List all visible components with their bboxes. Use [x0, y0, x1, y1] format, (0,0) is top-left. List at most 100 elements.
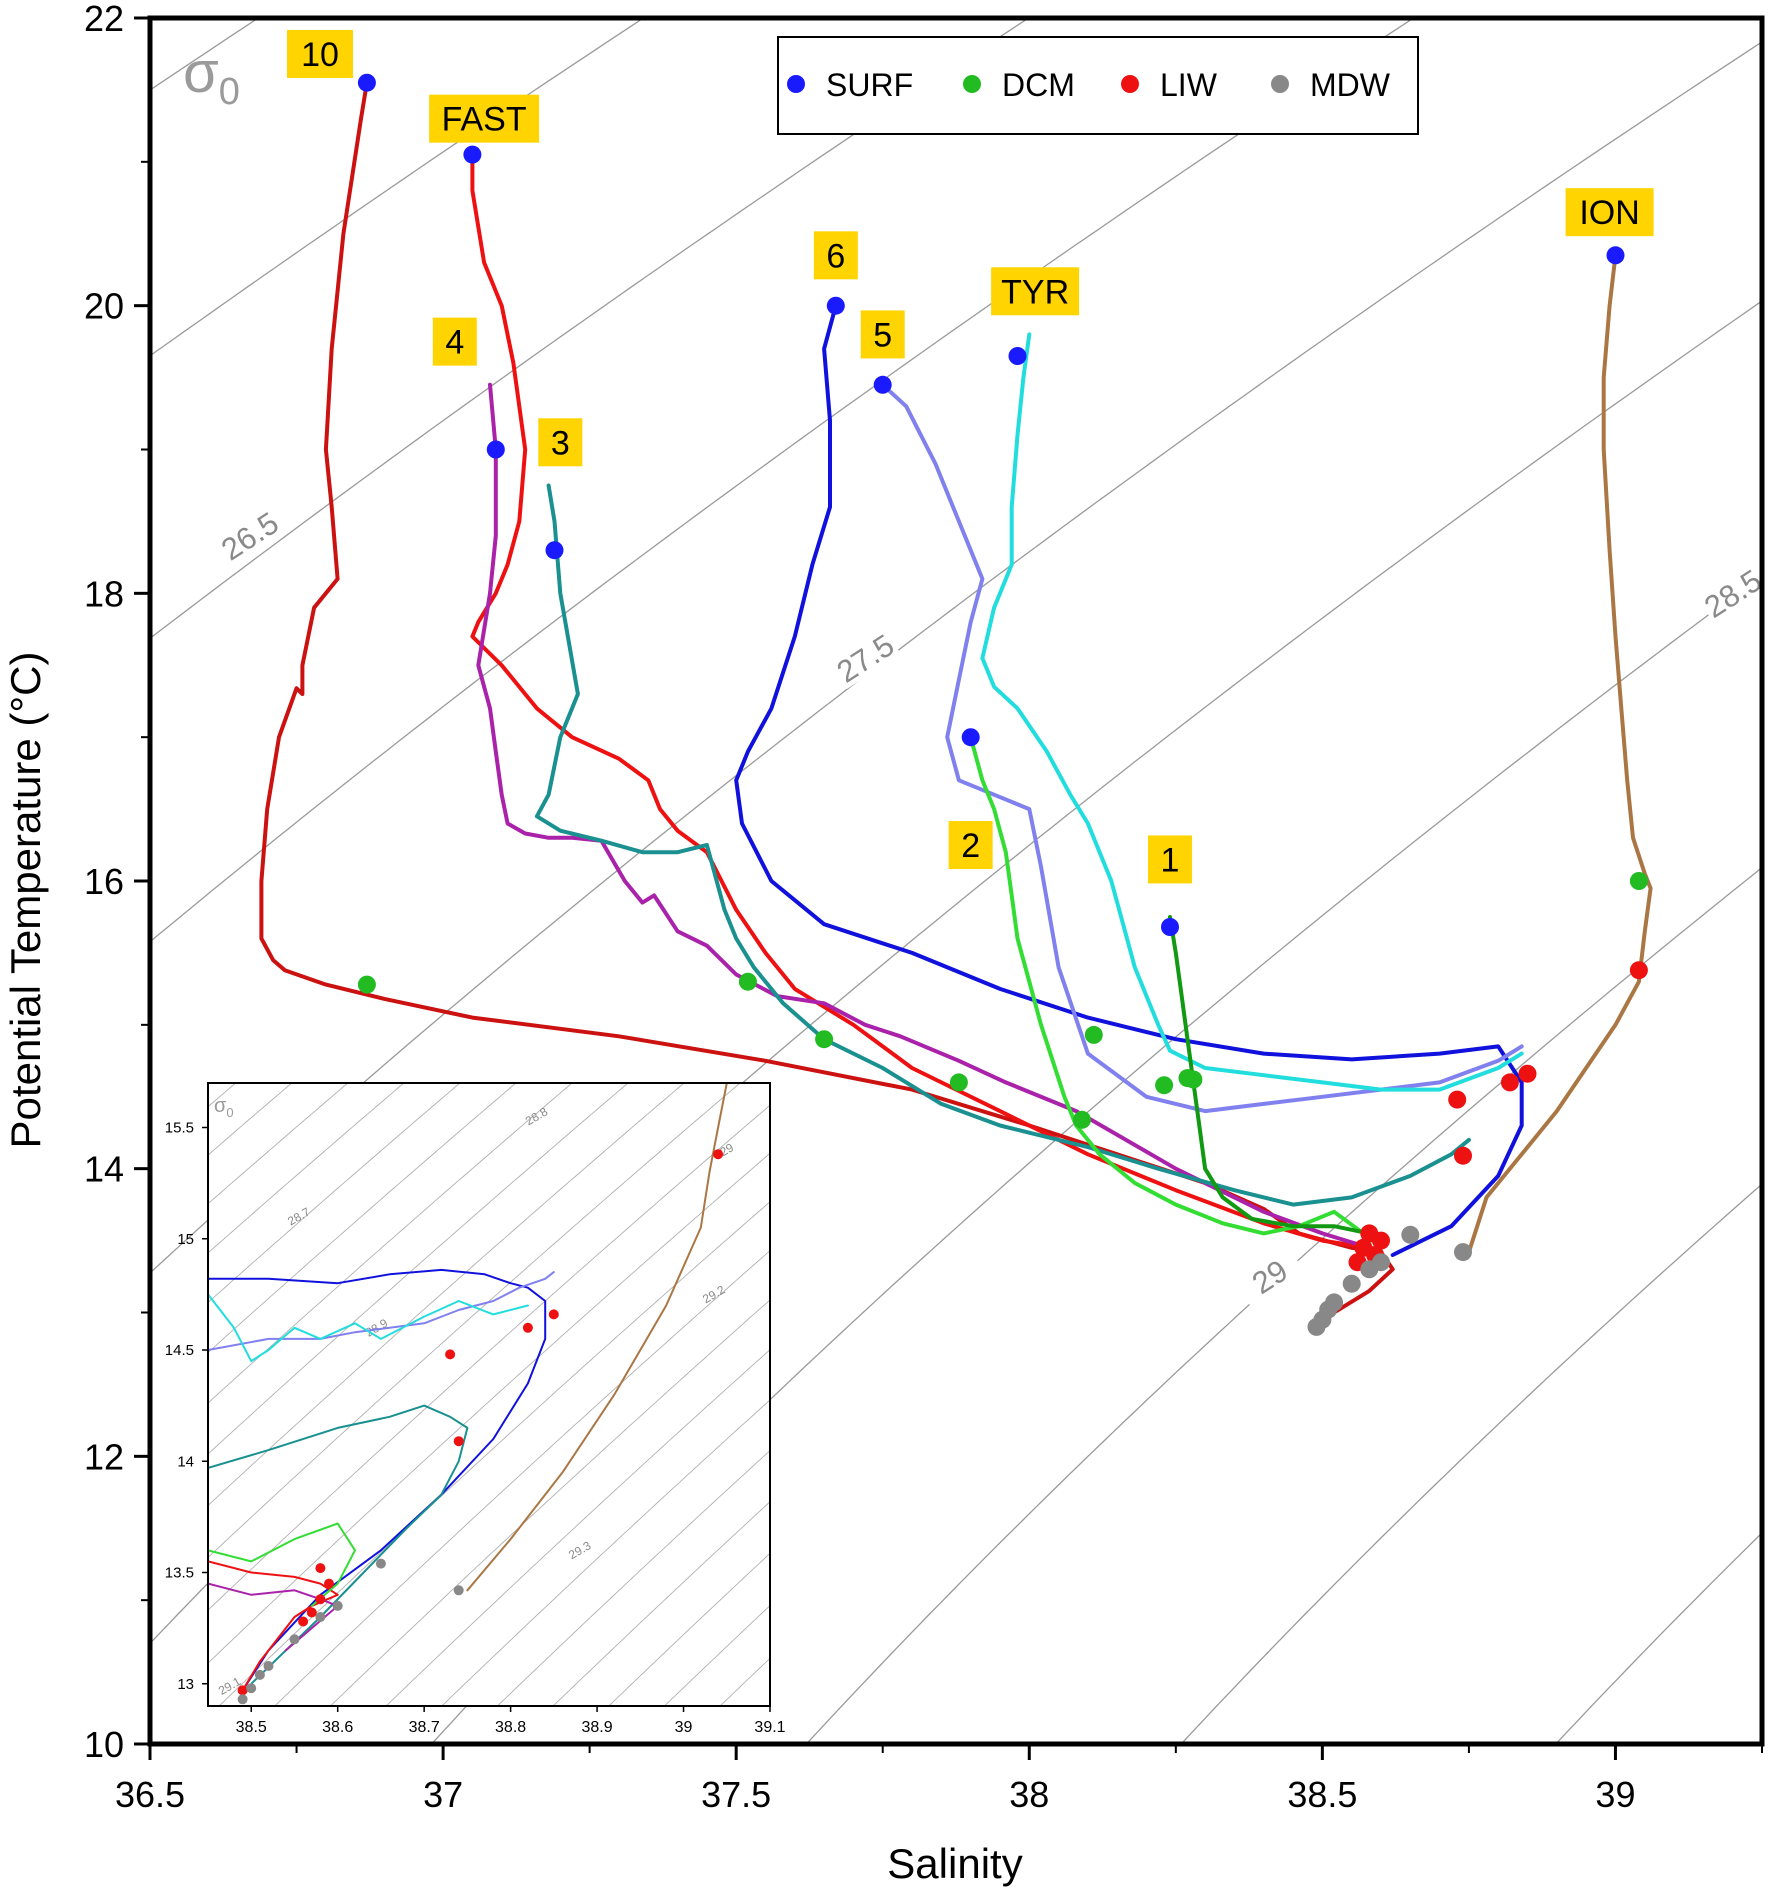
surf-marker	[357, 73, 376, 92]
isopycnal-line	[385, 1349, 770, 1706]
isopycnal-line	[608, 1552, 770, 1706]
isopycnal-line	[208, 1083, 573, 1404]
inset-x-tick-label: 38.6	[322, 1719, 353, 1736]
liw-marker	[306, 1607, 317, 1618]
y-axis-label: Potential Temperature (°C)	[2, 652, 49, 1149]
liw-marker	[445, 1349, 456, 1360]
surf-marker	[463, 145, 482, 164]
isopycnal-line	[150, 18, 1414, 943]
y-tick-label: 16	[84, 861, 124, 902]
liw-marker	[713, 1149, 724, 1160]
liw-marker	[324, 1578, 334, 1589]
liw-marker	[548, 1309, 559, 1320]
x-tick-label: 37.5	[701, 1774, 771, 1815]
y-tick-label: 22	[84, 0, 124, 39]
liw-marker	[1629, 961, 1648, 980]
profile-line-5	[208, 1271, 555, 1351]
isopycnal-line	[208, 1104, 770, 1611]
inset-y-tick-label: 13	[177, 1676, 194, 1693]
x-tick-label: 37	[423, 1774, 463, 1815]
mdw-marker	[453, 1585, 464, 1596]
mdw-marker	[1372, 1253, 1390, 1272]
legend-label: LIW	[1160, 67, 1218, 103]
mdw-marker	[246, 1683, 257, 1694]
legend-label: DCM	[1002, 67, 1075, 103]
mdw-marker	[1325, 1293, 1344, 1312]
liw-marker	[1448, 1090, 1467, 1109]
inset-x-tick-label: 38.9	[582, 1719, 613, 1736]
x-tick-label: 38	[1009, 1774, 1049, 1815]
profile-line-1	[1168, 915, 1383, 1250]
isopycnal-label-bg	[1697, 562, 1762, 625]
mdw-marker	[375, 1558, 386, 1569]
y-tick-label: 18	[84, 573, 124, 614]
isopycnal-line	[150, 18, 644, 357]
profile-line-tyr	[208, 1293, 529, 1363]
mdw-marker	[289, 1634, 300, 1645]
profile-line-3	[208, 1404, 469, 1685]
dcm-marker	[1084, 1025, 1103, 1044]
x-tick-label: 36.5	[115, 1774, 185, 1815]
isopycnal-line	[805, 866, 1762, 1744]
y-tick-label: 14	[84, 1149, 124, 1190]
station-label: ION	[1579, 194, 1639, 232]
profile-line-6	[208, 1268, 547, 1692]
isopycnal-label-bg	[829, 627, 901, 689]
station-label: 2	[961, 827, 980, 865]
legend-label: MDW	[1310, 67, 1391, 103]
dcm-marker	[1073, 1110, 1091, 1129]
liw-marker	[1518, 1064, 1537, 1083]
station-label-bg	[860, 310, 905, 359]
isopycnal-line	[150, 41, 1762, 1274]
surf-marker	[873, 375, 892, 394]
station-label: 5	[873, 316, 892, 354]
isopycnal-line	[208, 1083, 685, 1507]
inset-x-tick-label: 39.1	[754, 1719, 785, 1736]
y-tick-label: 20	[84, 286, 124, 327]
dcm-marker	[357, 975, 376, 994]
station-label-bg	[432, 317, 477, 366]
station-label-bg	[948, 821, 993, 870]
isopycnal-label-bg	[214, 504, 286, 567]
profile-line-5	[880, 382, 1524, 1114]
legend-marker-liw	[1121, 75, 1139, 93]
legend-label: SURF	[826, 67, 913, 103]
profile-line-ion	[466, 1083, 728, 1592]
profile-line-tyr	[980, 332, 1524, 1092]
station-label-bg	[813, 231, 858, 280]
station-label: TYR	[1001, 273, 1069, 311]
profile-line-fast	[470, 152, 1372, 1250]
liw-marker	[522, 1322, 533, 1333]
inset-y-tick-label: 13.5	[165, 1565, 194, 1582]
inset-frame	[207, 1082, 771, 1707]
dcm-marker	[1155, 1076, 1174, 1095]
inset-y-tick-label: 15	[177, 1231, 194, 1248]
liw-marker	[315, 1563, 326, 1574]
inset-y-tick-label: 15.5	[165, 1120, 194, 1137]
surf-marker	[545, 541, 564, 560]
surf-marker	[961, 728, 980, 747]
x-tick-label: 38.5	[1287, 1774, 1357, 1815]
mdw-marker	[254, 1669, 265, 1680]
liw-marker	[1500, 1073, 1519, 1092]
isopycnal-line	[552, 1501, 770, 1706]
liw-marker	[1372, 1231, 1390, 1250]
liw-marker	[1454, 1146, 1472, 1165]
station-label-bg	[429, 94, 540, 143]
station-label-bg	[1565, 188, 1654, 237]
legend-marker-mdw	[1271, 75, 1289, 93]
isopycnal-line	[330, 1299, 770, 1706]
y-tick-label: 12	[84, 1436, 124, 1477]
dcm-marker	[1184, 1070, 1203, 1089]
inset-y-tick-label: 14.5	[165, 1342, 194, 1359]
station-label: 10	[301, 36, 339, 74]
isopycnal-label-bg	[1234, 1245, 1306, 1308]
mdw-marker	[332, 1600, 343, 1611]
liw-marker	[315, 1594, 326, 1605]
mdw-marker	[237, 1694, 248, 1705]
isopycnal-line	[208, 1083, 405, 1254]
mdw-marker	[315, 1612, 326, 1622]
isopycnal-line	[497, 1449, 770, 1706]
